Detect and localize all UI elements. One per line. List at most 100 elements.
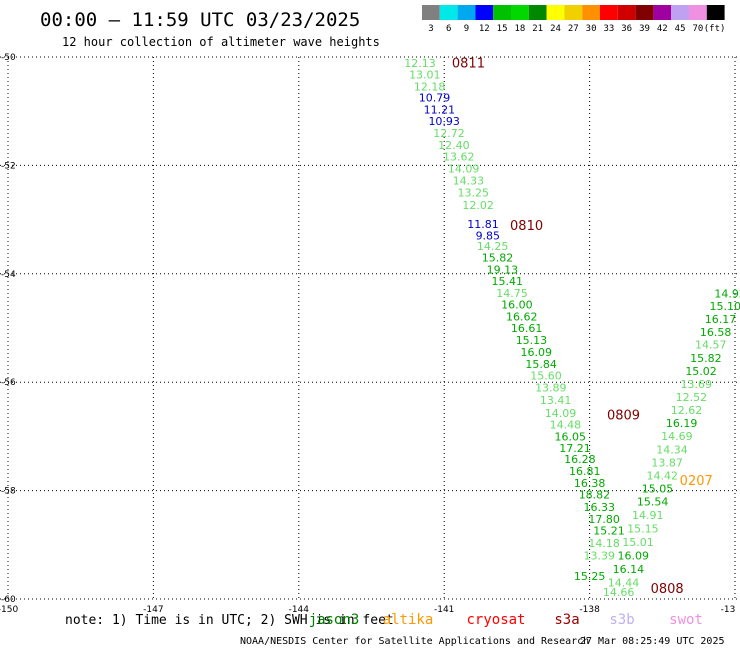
y-tick-label: -50	[1, 53, 16, 63]
satellite-name: jason3	[309, 612, 360, 628]
footer-timestamp: 27 Mar 08:25:49 UTC 2025	[580, 636, 725, 647]
wave-height-label: 14.66	[603, 586, 635, 599]
wave-height-label: 14.34	[656, 443, 688, 456]
wave-height-legend: 3 6 9 12 15 18 21 24 27 30 33 36 39 42 45 70 (ft)	[422, 5, 725, 34]
legend-label: 15	[497, 24, 508, 34]
satellite-name: altika	[383, 612, 434, 628]
wave-height-label: 15.10	[710, 300, 740, 313]
wave-height-label: 11.21	[424, 104, 456, 117]
legend-label: 12	[479, 24, 490, 34]
wave-height-label: 9.85	[476, 229, 501, 242]
wave-height-label: 13.62	[443, 151, 475, 164]
wave-height-label: 15.60	[530, 370, 562, 383]
wave-height-label: 14.44	[608, 577, 640, 590]
pass-time-label: 0809	[607, 409, 640, 424]
x-tick-label: -144	[289, 605, 310, 615]
wave-height-label: 16.81	[569, 465, 601, 478]
legend-label: 18	[514, 24, 525, 34]
wave-height-label: 14.92	[714, 287, 740, 300]
wave-height-label: 15.54	[637, 495, 669, 508]
legend-unit: (ft)	[704, 24, 726, 34]
satellite-legend: jason3 altika cryosat s3a s3b swot	[309, 612, 703, 628]
wave-height-label: 13.25	[458, 187, 490, 200]
wave-height-label: 12.02	[462, 199, 494, 212]
wave-height-label: 16.17	[705, 313, 737, 326]
x-tick-labels: -150 -147 -144 -141 -138 -13	[0, 605, 735, 615]
wave-height-label: 14.33	[453, 175, 485, 188]
legend-swatch	[635, 5, 654, 20]
wave-height-label: 14.09	[448, 163, 480, 176]
wave-height-label: 14.69	[661, 430, 693, 443]
wave-height-label: 16.09	[521, 346, 553, 359]
legend-swatch	[706, 5, 725, 20]
y-tick-label: -58	[1, 487, 16, 497]
pass-time-label: 0810	[510, 219, 543, 234]
legend-label: 21	[532, 24, 543, 34]
wave-height-label: 12.18	[414, 80, 446, 93]
wave-height-label: 17.21	[559, 442, 591, 455]
legend-swatch	[475, 5, 494, 20]
wave-height-label: 15.05	[642, 482, 674, 495]
legend-label: 3	[428, 24, 433, 34]
legend-swatch	[617, 5, 636, 20]
x-tick-label: -147	[143, 605, 163, 615]
legend-swatch	[439, 5, 458, 20]
satellite-name: cryosat	[466, 612, 525, 628]
y-tick-label: -54	[1, 270, 16, 280]
y-tick-label: -56	[1, 378, 16, 388]
wave-height-label: 15.13	[516, 334, 548, 347]
legend-label: 42	[657, 24, 668, 34]
pass-time-labels: 0811 0810 0809 0207 0808	[452, 56, 713, 597]
wave-height-label: 15.82	[482, 252, 514, 265]
chart-subtitle: 12 hour collection of altimeter wave hei…	[62, 35, 380, 49]
legend-label: 27	[568, 24, 579, 34]
footer-note: note: 1) Time is in UTC; 2) SWH is in fe…	[65, 613, 394, 628]
wave-height-label: 13.01	[409, 68, 441, 81]
y-tick-label: -60	[1, 595, 16, 605]
wave-height-label: 15.41	[491, 275, 523, 288]
wave-height-label: 16.33	[584, 501, 616, 514]
x-tick-label: -141	[434, 605, 454, 615]
legend-swatch	[564, 5, 583, 20]
legend-swatch	[422, 5, 440, 20]
wave-height-label: 15.82	[690, 352, 722, 365]
wave-height-label: 17.80	[588, 513, 620, 526]
grid-lines	[0, 56, 740, 600]
legend-label: 6	[446, 24, 451, 34]
y-tick-label: -52	[1, 161, 16, 171]
x-tick-label: -138	[579, 605, 600, 615]
wave-height-label: 16.61	[511, 322, 543, 335]
wave-height-label: 14.42	[647, 469, 679, 482]
wave-height-label: 14.57	[695, 338, 727, 351]
wave-height-label: 16.05	[554, 430, 586, 443]
wave-height-label: 12.52	[676, 391, 708, 404]
wave-height-label: 16.19	[666, 417, 698, 430]
legend-label: 24	[550, 24, 561, 34]
wave-height-label: 10.79	[419, 92, 451, 105]
wave-height-label: 12.40	[438, 139, 470, 152]
plot-frame	[0, 57, 740, 599]
wave-height-label: 10.93	[428, 115, 460, 128]
wave-height-label: 15.15	[627, 523, 659, 536]
legend-swatch	[689, 5, 707, 20]
legend-label: 33	[603, 24, 614, 34]
wave-height-label: 16.62	[506, 311, 538, 324]
wave-height-label: 13.69	[680, 378, 712, 391]
wave-height-label: 15.02	[685, 365, 717, 378]
wave-height-label: 12.13	[404, 57, 436, 70]
satellite-name: s3a	[554, 612, 579, 628]
wave-height-label: 14.75	[496, 287, 528, 300]
wave-height-label: 19.13	[487, 263, 519, 276]
wave-height-label: 16.38	[574, 477, 606, 490]
wave-height-label: 15.25	[574, 570, 606, 583]
wave-height-label: 16.09	[617, 550, 649, 563]
wave-height-label: 13.39	[584, 550, 616, 563]
legend-label: 45	[675, 24, 686, 34]
wave-height-label: 14.48	[550, 418, 582, 431]
wave-height-label: 16.14	[613, 563, 645, 576]
chart-title: 00:00 – 11:59 UTC 03/23/2025	[40, 9, 360, 31]
wave-height-label: 12.62	[671, 404, 703, 417]
pass-time-label: 0207	[680, 474, 713, 489]
wave-height-label: 13.89	[535, 382, 567, 395]
